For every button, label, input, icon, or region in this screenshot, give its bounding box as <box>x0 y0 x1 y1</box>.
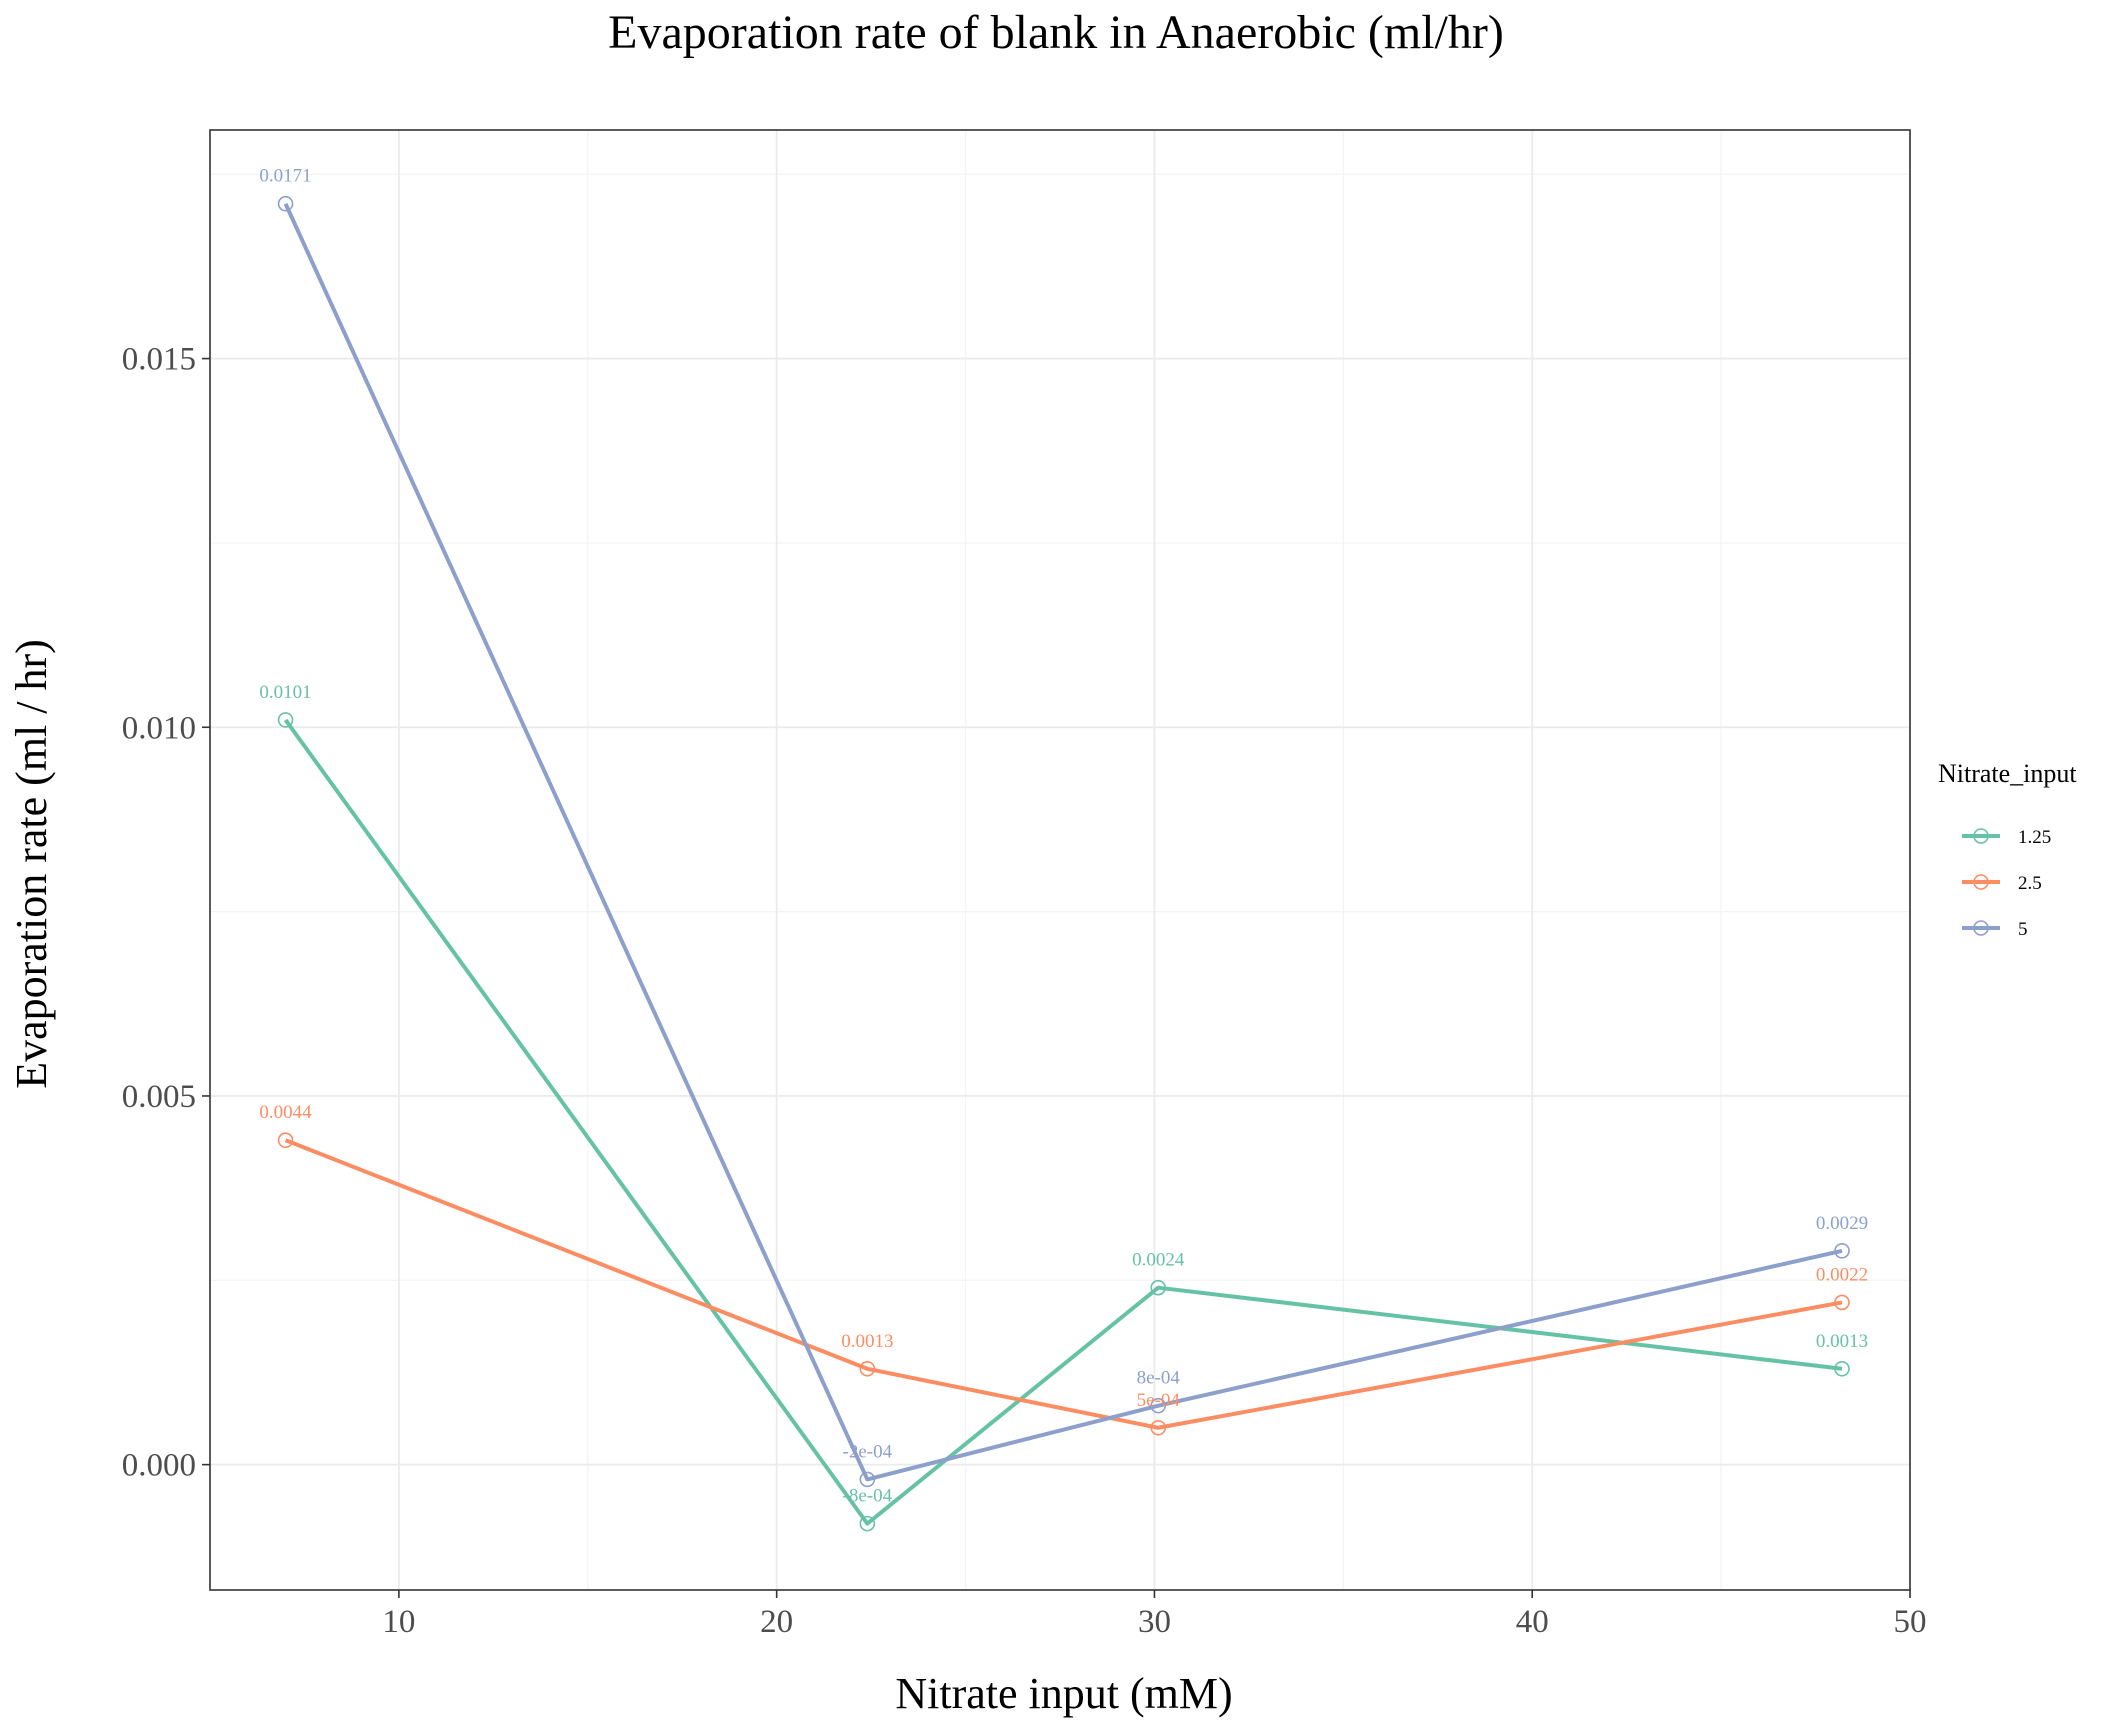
data-label: 0.0013 <box>1816 1331 1868 1352</box>
y-tick-label: 0.015 <box>122 342 196 378</box>
data-label: 0.0101 <box>259 682 311 703</box>
x-tick-label: 30 <box>1138 1604 1171 1640</box>
data-point <box>859 1515 876 1532</box>
data-point <box>1150 1279 1167 1296</box>
data-point <box>859 1471 876 1488</box>
x-tick-label: 20 <box>760 1604 793 1640</box>
x-axis: 10 20 30 40 50 <box>382 1590 1927 1640</box>
data-label: 0.0029 <box>1816 1213 1868 1234</box>
legend-label: 5 <box>2018 919 2028 940</box>
data-point <box>1834 1243 1850 1259</box>
data-point <box>1834 1294 1850 1311</box>
y-tick-label: 0.000 <box>122 1448 196 1484</box>
legend-label: 1.25 <box>2018 827 2051 848</box>
y-tick-label: 0.010 <box>122 710 196 746</box>
legend-label: 2.5 <box>2018 873 2042 894</box>
legend-key-point <box>1973 874 1989 890</box>
data-label: 0.0013 <box>841 1331 893 1352</box>
gridlines <box>210 130 1911 1590</box>
plot-panel-border <box>209 129 1911 1591</box>
chart-title: Evaporation rate of blank in Anaerobic (… <box>608 6 1504 59</box>
x-tick-label: 50 <box>1894 1604 1927 1640</box>
data-point <box>1150 1419 1167 1436</box>
data-point <box>277 195 294 212</box>
data-label: 0.0024 <box>1132 1250 1185 1271</box>
data-label: 5e-04 <box>1137 1390 1181 1411</box>
x-tick-label: 40 <box>1516 1604 1549 1640</box>
data-label: 0.0171 <box>259 166 311 187</box>
data-labels: 0.0101 -8e-04 0.0024 0.0013 0.0044 0.0013 5e-0… <box>259 166 1868 1507</box>
legend-key-point <box>1973 828 1989 844</box>
data-label: 0.0044 <box>259 1102 312 1123</box>
data-point <box>277 1132 294 1149</box>
data-label: 8e-04 <box>1137 1368 1181 1389</box>
data-label: -2e-04 <box>843 1441 893 1462</box>
legend-key-point <box>1973 920 1989 936</box>
y-axis-title: Evaporation rate (ml / hr) <box>7 639 56 1089</box>
series-line-5 <box>283 202 1843 1482</box>
x-tick-label: 10 <box>382 1604 415 1640</box>
data-point <box>1150 1397 1167 1414</box>
legend: Nitrate_input 1.25 2.5 5 <box>1938 759 2077 940</box>
data-point <box>859 1360 876 1377</box>
data-point <box>1834 1360 1850 1377</box>
data-point <box>277 712 294 728</box>
data-label: -8e-04 <box>843 1486 893 1507</box>
y-axis: 0.000 0.005 0.010 0.015 <box>122 342 210 1484</box>
series-lines <box>277 195 1850 1532</box>
y-tick-label: 0.005 <box>122 1079 196 1115</box>
x-axis-title: Nitrate input (mM) <box>895 1669 1232 1718</box>
series-line-2.5 <box>284 1138 1843 1430</box>
legend-title: Nitrate_input <box>1938 759 2077 788</box>
series-line-1.25 <box>283 718 1843 1526</box>
data-label: 0.0022 <box>1816 1264 1868 1285</box>
